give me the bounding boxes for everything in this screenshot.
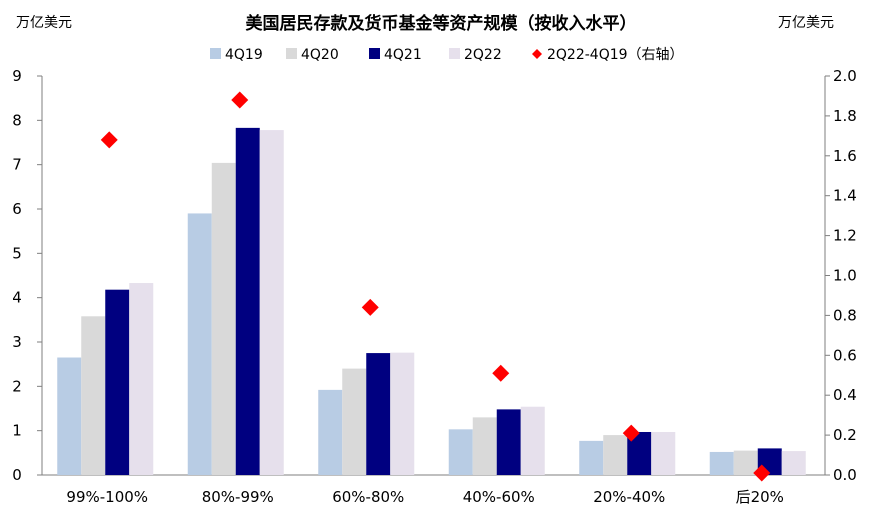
bar [733,450,758,475]
category-label: 80%-99% [202,488,274,506]
right-tick-label: 1.2 [833,227,857,245]
right-tick-label: 0.6 [833,346,857,364]
right-tick-label: 2.0 [833,67,857,85]
legend-swatch [369,48,380,59]
left-tick-label: 9 [12,67,22,85]
left-axis-unit: 万亿美元 [16,15,72,31]
legend: 4Q19 4Q20 4Q21 2Q22 2Q22-4Q19（右轴） [210,47,684,63]
left-tick-label: 7 [12,156,22,174]
diamond-point [231,91,249,109]
bar [448,429,473,475]
right-tick-label: 1.6 [833,147,857,165]
bar [366,353,391,475]
legend-swatch [210,48,221,59]
legend-label: 4Q19 [225,47,263,63]
left-tick-label: 0 [12,466,22,484]
category-label: 99%-100% [66,488,148,506]
bar [390,352,415,475]
diamond-point [492,364,510,382]
diamond-point [100,131,118,149]
bar [81,316,106,475]
legend-diamond [532,49,542,59]
diamond-point [622,424,640,442]
bar [579,440,604,475]
right-tick-label: 1.8 [833,107,857,125]
left-tick-label: 6 [12,200,22,218]
right-axis-unit: 万亿美元 [778,15,834,31]
legend-label: 4Q20 [301,47,339,63]
bar [211,162,236,476]
left-tick-label: 8 [12,111,22,129]
right-tick-label: 1.4 [833,187,857,205]
left-tick-label: 4 [12,289,22,307]
bar [472,417,497,475]
category-label: 20%-40% [593,488,665,506]
right-tick-label: 0.8 [833,306,857,324]
bar [709,451,734,475]
legend-label: 4Q21 [384,47,422,63]
bar [318,389,343,475]
bar [520,406,545,475]
category-label: 40%-60% [463,488,535,506]
bar [781,451,806,475]
right-tick-label: 0.2 [833,426,857,444]
left-tick-label: 1 [12,422,22,440]
category-label: 60%-80% [332,488,404,506]
bar [57,357,82,475]
diamond-point [753,464,771,482]
diamond-point [361,298,379,316]
plot-area: 0 1 2 3 4 5 6 7 8 9 0.0 0.2 0.4 0.6 0.8 1.0 1.2 1.4 1.6 1.8… [12,67,857,506]
bar [235,127,260,476]
legend-swatch [286,48,297,59]
bar [342,368,367,475]
bar [105,289,130,475]
bar [603,435,628,475]
category-label: 后20% [736,488,784,506]
right-tick-label: 0.0 [833,466,857,484]
chart-title: 美国居民存款及货币基金等资产规模（按收入水平） [246,13,637,34]
legend-swatch [449,48,460,59]
left-tick-label: 2 [12,377,22,395]
right-tick-label: 0.4 [833,386,857,404]
bar [129,283,154,475]
bar [651,431,676,475]
legend-label: 2Q22 [464,47,502,63]
bar [187,213,212,475]
bar [259,130,284,475]
left-tick-label: 3 [12,333,22,351]
left-tick-label: 5 [12,244,22,262]
right-tick-label: 1.0 [833,267,857,285]
legend-label: 2Q22-4Q19（右轴） [547,47,684,63]
bar [496,409,521,475]
